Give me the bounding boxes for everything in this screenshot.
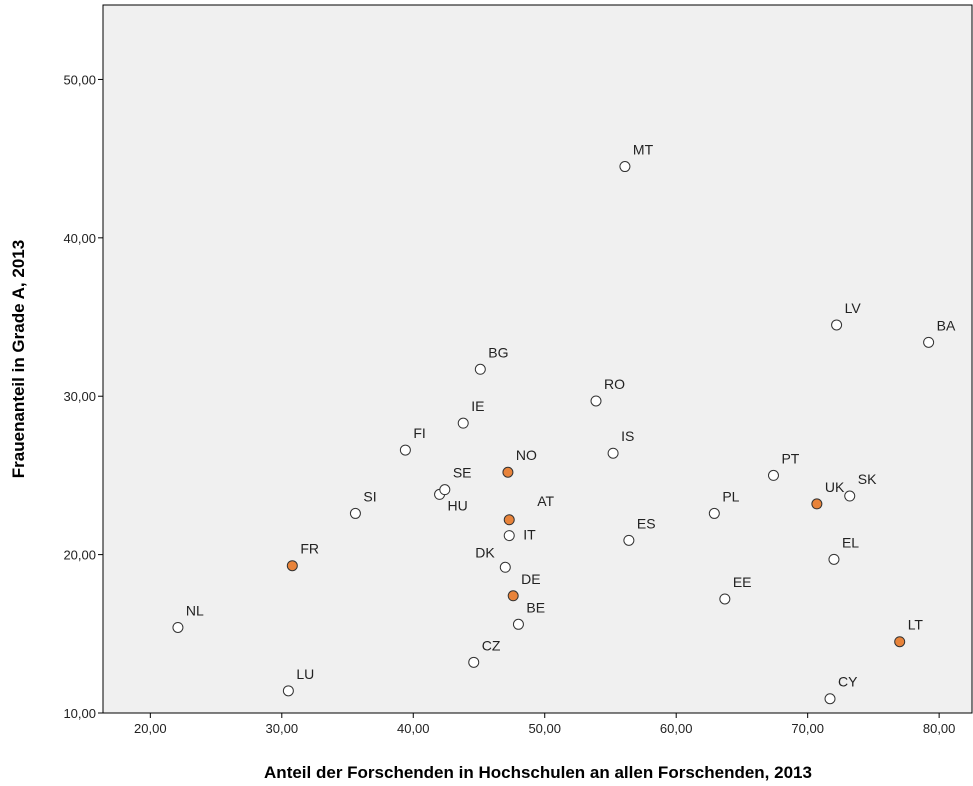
point-label: DK [475, 544, 495, 560]
x-tick-label: 40,00 [397, 721, 430, 736]
point [607, 447, 619, 459]
point [507, 590, 519, 602]
point-label: ES [637, 515, 656, 531]
point [824, 693, 836, 705]
point [502, 466, 514, 478]
point-label: IE [471, 398, 484, 414]
point-label: PL [722, 488, 739, 504]
plot-area [102, 4, 973, 714]
point [590, 395, 602, 407]
point [439, 484, 451, 496]
point-label: NL [186, 602, 204, 618]
point-label: LV [845, 300, 862, 316]
point [828, 553, 840, 565]
point [512, 618, 524, 630]
point [468, 656, 480, 668]
point [474, 363, 486, 375]
y-tick-label: 50,00 [63, 72, 96, 87]
point [503, 530, 515, 542]
y-tick-label: 20,00 [63, 548, 96, 563]
x-tick-label: 20,00 [134, 721, 167, 736]
point-label: BA [937, 317, 956, 333]
point-label: IT [523, 527, 536, 543]
point [708, 507, 720, 519]
point-label: PT [781, 450, 799, 466]
point-label: LU [296, 666, 314, 682]
point-label: BE [526, 599, 545, 615]
point-label: DE [521, 571, 540, 587]
x-tick-label: 30,00 [266, 721, 299, 736]
x-tick-label: 80,00 [923, 721, 956, 736]
point [282, 685, 294, 697]
point [844, 490, 856, 502]
y-tick-label: 30,00 [63, 389, 96, 404]
point-label: IS [621, 428, 634, 444]
point [399, 444, 411, 456]
point [499, 561, 511, 573]
point-label: HU [448, 497, 468, 513]
point [767, 469, 779, 481]
point-label: AT [537, 493, 554, 509]
point-label: LT [908, 617, 924, 633]
point [619, 161, 631, 173]
y-axis-label: Frauenanteil in Grade A, 2013 [9, 240, 28, 478]
point [831, 319, 843, 331]
point-label: SK [858, 471, 877, 487]
point-label: CZ [482, 637, 501, 653]
x-tick-label: 50,00 [528, 721, 561, 736]
x-axis-label: Anteil der Forschenden in Hochschulen an… [264, 763, 812, 782]
point-label: UK [825, 479, 845, 495]
point-label: SE [453, 465, 472, 481]
point-label: FI [413, 425, 425, 441]
point-label: EL [842, 534, 859, 550]
point-label: NO [516, 447, 537, 463]
point-label: SI [363, 488, 376, 504]
y-tick-label: 10,00 [63, 706, 96, 721]
point [623, 534, 635, 546]
point [286, 560, 298, 572]
point-label: BG [488, 344, 508, 360]
x-tick-label: 60,00 [660, 721, 693, 736]
point [811, 498, 823, 510]
point [894, 636, 906, 648]
y-tick-label: 40,00 [63, 231, 96, 246]
point [172, 621, 184, 633]
point-label: RO [604, 376, 625, 392]
point [503, 514, 515, 526]
point [719, 593, 731, 605]
point-label: MT [633, 142, 654, 158]
point-label: FR [300, 541, 319, 557]
point [457, 417, 469, 429]
point [923, 336, 935, 348]
point-label: EE [733, 574, 752, 590]
point [349, 507, 361, 519]
point-label: CY [838, 674, 858, 690]
x-tick-label: 70,00 [791, 721, 824, 736]
